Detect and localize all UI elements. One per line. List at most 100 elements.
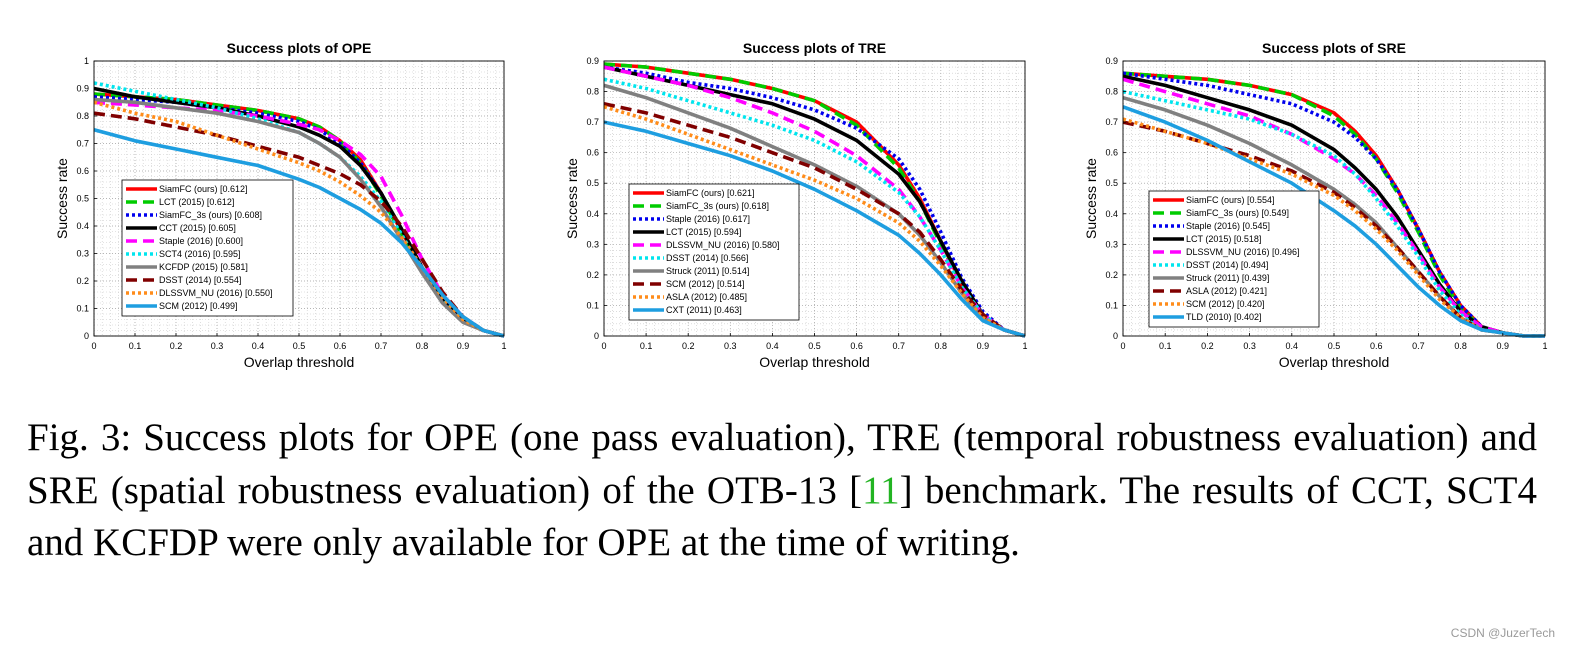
legend-label: DSST (2014) [0.494] — [1186, 260, 1268, 270]
legend-label: SiamFC_3s (ours) [0.608] — [159, 210, 262, 220]
legend-label: SCM (2012) [0.420] — [1186, 299, 1265, 309]
y-tick-label: 0.5 — [1105, 178, 1118, 188]
x-tick-label: 0.9 — [457, 341, 470, 351]
y-tick-label: 0.8 — [586, 87, 599, 97]
y-tick-label: 0.5 — [586, 178, 599, 188]
y-tick-label: 0.1 — [1105, 300, 1118, 310]
success-plots-figure: 0 0.1 0.2 0.3 0.4 0.5 0.6 0.7 0.8 0.9 1 0 0.1 0.2 0.3 0… — [54, 40, 1548, 370]
chart-title: Success plots of TRE — [743, 40, 886, 56]
y-tick-label: 1 — [84, 56, 89, 66]
legend-label: LCT (2015) [0.594] — [666, 227, 741, 237]
y-tick-label: 0.7 — [586, 117, 599, 127]
chart-panel-2: 0 0.1 0.2 0.3 0.4 0.5 0.6 0.7 0.8 0.9 1 0 0.1 0.2 0.3 0… — [564, 40, 1028, 370]
legend-label: KCFDP (2015) [0.581] — [159, 262, 248, 272]
series-line-sct4-2016-0-595 — [93, 81, 505, 338]
x-tick-label: 0.3 — [1243, 341, 1256, 351]
x-tick-label: 0.7 — [1412, 341, 1425, 351]
legend-label: SCM (2012) [0.499] — [159, 301, 238, 311]
y-tick-label: 0.4 — [76, 221, 89, 231]
series-line-tld-2010-0-402 — [1122, 105, 1545, 338]
legend-label: Staple (2016) [0.545] — [1186, 221, 1270, 231]
figure-caption: Fig. 3: Success plots for OPE (one pass … — [27, 412, 1537, 570]
series-line-siamfc-3s-ours-0-549 — [1122, 71, 1545, 338]
x-tick-label: 1 — [501, 341, 506, 351]
legend-label: SiamFC_3s (ours) [0.618] — [666, 201, 769, 211]
x-axis-label: Overlap threshold — [1279, 354, 1390, 370]
x-tick-label: 0.2 — [170, 341, 183, 351]
y-tick-label: 0.2 — [76, 276, 89, 286]
y-tick-label: 0.7 — [1105, 117, 1118, 127]
y-tick-label: 0.6 — [1105, 148, 1118, 158]
legend-label: SCM (2012) [0.514] — [666, 279, 745, 289]
series-line-scm-2012-0-499 — [93, 128, 505, 338]
x-tick-label: 0 — [1120, 341, 1125, 351]
x-tick-label: 0.2 — [682, 341, 695, 351]
series-lines — [603, 62, 1026, 338]
y-axis-label: Success rate — [1083, 158, 1099, 239]
legend-label: CXT (2011) [0.463] — [666, 305, 742, 315]
legend-label: SiamFC (ours) [0.554] — [1186, 195, 1275, 205]
caption-text-prefix: Fig. 3: Success plots for OPE (one pass … — [27, 416, 1537, 512]
y-tick-label: 0.2 — [586, 270, 599, 280]
y-tick-label: 0.4 — [1105, 209, 1118, 219]
y-tick-label: 0.9 — [76, 84, 89, 94]
chart-title: Success plots of OPE — [227, 40, 372, 56]
x-tick-label: 0.1 — [640, 341, 653, 351]
y-tick-label: 0 — [84, 331, 89, 341]
legend-label: SiamFC (ours) [0.612] — [159, 184, 248, 194]
chart-panel-3: 0 0.1 0.2 0.3 0.4 0.5 0.6 0.7 0.8 0.9 1 0 0.1 0.2 0.3 0… — [1083, 40, 1548, 370]
x-axis-label: Overlap threshold — [244, 354, 355, 370]
y-tick-label: 0.8 — [1105, 87, 1118, 97]
legend-label: SCT4 (2016) [0.595] — [159, 249, 241, 259]
x-tick-label: 0.8 — [935, 341, 948, 351]
y-tick-label: 0.9 — [1105, 56, 1118, 66]
series-line-cxt-2011-0-463 — [603, 120, 1026, 338]
series-line-kcfdp-2015-0-581 — [93, 97, 505, 338]
x-tick-label: 0.8 — [416, 341, 429, 351]
legend-label: Staple (2016) [0.600] — [159, 236, 243, 246]
y-tick-label: 0.6 — [586, 148, 599, 158]
legend-label: Staple (2016) [0.617] — [666, 214, 750, 224]
y-tick-label: 0.2 — [1105, 270, 1118, 280]
y-tick-label: 0 — [594, 331, 599, 341]
watermark: CSDN @JuzerTech — [1450, 626, 1555, 640]
legend-label: SiamFC (ours) [0.621] — [666, 188, 755, 198]
x-tick-label: 0.5 — [1328, 341, 1341, 351]
x-axis-label: Overlap threshold — [759, 354, 870, 370]
legend-label: DSST (2014) [0.566] — [666, 253, 748, 263]
legend-label: Struck (2011) [0.439] — [1186, 273, 1269, 283]
x-tick-label: 0.3 — [724, 341, 737, 351]
x-tick-label: 0 — [601, 341, 606, 351]
legend: SiamFC (ours) [0.612] LCT (2015) [0.612] S… — [121, 179, 294, 317]
caption-text-suffix: ] benchmark. The results of CCT, SCT4 an… — [27, 468, 1537, 565]
legend-label: SiamFC_3s (ours) [0.549] — [1186, 208, 1289, 218]
x-tick-label: 0.6 — [850, 341, 863, 351]
y-tick-label: 0 — [1113, 331, 1118, 341]
x-tick-label: 0.2 — [1201, 341, 1214, 351]
x-tick-label: 0.9 — [977, 341, 990, 351]
x-tick-label: 0.1 — [1159, 341, 1172, 351]
series-lines — [1122, 71, 1545, 338]
chart-panel-1: 0 0.1 0.2 0.3 0.4 0.5 0.6 0.7 0.8 0.9 1 0 0.1 0.2 0.3 0… — [54, 40, 507, 370]
y-tick-label: 0.7 — [76, 139, 89, 149]
legend-label: DLSSVM_NU (2016) [0.550] — [159, 288, 273, 298]
series-line-dlssvm-nu-2016-0-550 — [93, 100, 505, 338]
x-tick-label: 0.6 — [1370, 341, 1383, 351]
y-tick-label: 0.8 — [76, 111, 89, 121]
legend-label: TLD (2010) [0.402] — [1186, 312, 1262, 322]
y-tick-label: 0.1 — [76, 304, 89, 314]
y-tick-label: 0.3 — [76, 249, 89, 259]
x-tick-label: 0.4 — [1286, 341, 1299, 351]
y-tick-label: 0.3 — [1105, 239, 1118, 249]
x-tick-label: 0.6 — [334, 341, 347, 351]
legend: SiamFC (ours) [0.621] SiamFC_3s (ours) [0… — [628, 183, 800, 321]
series-line-scm-2012-0-514 — [603, 102, 1026, 338]
y-tick-label: 0.5 — [76, 194, 89, 204]
legend-label: ASLA (2012) [0.421] — [1186, 286, 1267, 296]
chart-title: Success plots of SRE — [1262, 40, 1406, 56]
y-tick-label: 0.4 — [586, 209, 599, 219]
caption-citation-link[interactable]: 11 — [862, 468, 900, 512]
legend-label: LCT (2015) [0.518] — [1186, 234, 1261, 244]
x-tick-label: 1 — [1022, 341, 1027, 351]
x-tick-label: 0.5 — [808, 341, 821, 351]
